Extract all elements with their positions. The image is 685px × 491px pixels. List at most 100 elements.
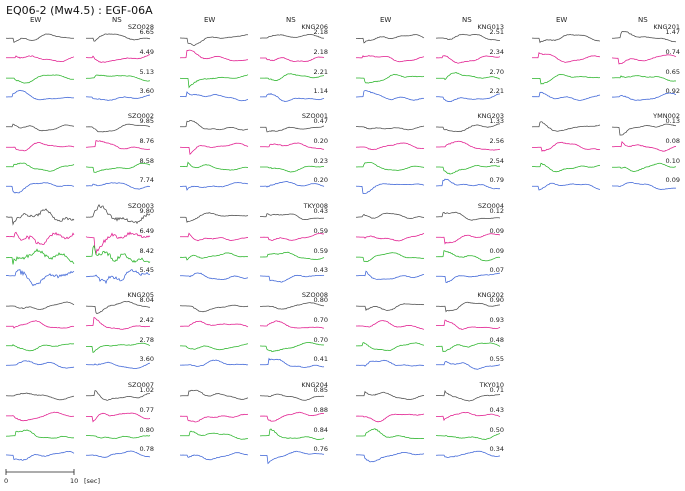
station-block-szo002: 9.85 8.76 8.58 7.74 SZO002 [5, 112, 154, 194]
trace-ns [259, 274, 325, 283]
trace-ew [355, 142, 425, 151]
trace-ns [259, 232, 325, 242]
header-ns: NS [462, 16, 472, 24]
trace-ns [435, 178, 501, 190]
trace-ns [436, 342, 501, 353]
amplitude-value: 0.84 [314, 426, 328, 434]
trace-ew [356, 428, 425, 439]
trace-ew [355, 125, 425, 131]
amplitude-value: 2.56 [490, 137, 504, 145]
trace-ns [436, 360, 500, 370]
trace-ew [6, 301, 75, 310]
amplitude-value: 0.92 [666, 87, 680, 95]
trace-ns [611, 92, 676, 101]
trace-ns [85, 269, 151, 285]
trace-ew [5, 360, 75, 369]
trace-ew [180, 343, 249, 351]
amplitude-value: 6.65 [140, 28, 154, 36]
trace-ns [435, 319, 501, 331]
trace-ew [5, 451, 75, 461]
trace-ew [6, 55, 75, 62]
trace-ns [260, 165, 325, 173]
trace-ns [260, 428, 325, 441]
trace-ew [5, 248, 75, 265]
station-name: KNG202 [477, 291, 504, 299]
trace-ns [436, 71, 501, 81]
header-ew: EW [380, 16, 391, 24]
header-ns: NS [112, 16, 122, 24]
header-ns: NS [638, 16, 648, 24]
amplitude-value: 0.93 [490, 316, 504, 324]
trace-ew [5, 123, 75, 132]
trace-ns [86, 123, 151, 133]
station-block-kng204: 0.85 0.88 0.84 0.76 KNG204 [179, 381, 328, 465]
station-name: SZO004 [478, 202, 504, 210]
station-block-szo028: 6.65 4.49 5.13 3.60 SZO028 [5, 23, 154, 101]
trace-ew [180, 320, 249, 328]
trace-ew [6, 182, 75, 194]
amplitude-value: 8.58 [140, 157, 154, 165]
trace-ns [85, 74, 151, 82]
trace-ns [435, 55, 501, 64]
trace-ns [436, 301, 501, 313]
amplitude-value: 0.59 [314, 227, 328, 235]
amplitude-value: 1.02 [140, 386, 154, 394]
station-name: KNG206 [301, 23, 328, 31]
station-name: SZO007 [128, 381, 154, 389]
amplitude-value: 0.09 [490, 247, 504, 255]
trace-ew [180, 232, 249, 242]
trace-ew [356, 342, 425, 351]
amplitude-value: 0.65 [666, 68, 680, 76]
amplitude-value: 2.51 [490, 28, 504, 36]
amplitude-value: 0.43 [490, 406, 504, 414]
trace-ew [180, 34, 248, 47]
station-block-kng205: 8.04 2.42 2.78 3.60 KNG205 [5, 291, 154, 369]
trace-ns [260, 411, 325, 422]
time-axis-unit-label: [sec] [84, 477, 100, 485]
trace-ew [356, 270, 425, 280]
trace-ns [86, 140, 151, 150]
trace-ew [5, 429, 75, 439]
station-name: SZO002 [128, 112, 154, 120]
station-block-szo004: 0.12 0.09 0.09 0.07 SZO004 [355, 202, 504, 283]
trace-ns [260, 181, 325, 188]
station-name: YMN002 [652, 112, 680, 120]
trace-ew [6, 142, 75, 152]
trace-ns [260, 92, 325, 103]
station-name: KNG201 [653, 23, 680, 31]
trace-ns [86, 301, 151, 315]
trace-ns [86, 412, 151, 423]
amplitude-value: 0.10 [666, 157, 680, 165]
trace-ns [260, 142, 325, 150]
trace-ew [6, 33, 74, 44]
trace-ns [260, 251, 325, 260]
station-name: SZO008 [302, 291, 328, 299]
trace-ns [260, 302, 325, 310]
amplitude-value: 2.54 [490, 157, 504, 165]
amplitude-value: 1.14 [314, 87, 328, 95]
trace-ew [356, 252, 425, 263]
trace-ns [611, 54, 677, 65]
trace-ns [436, 272, 501, 283]
trace-ns [436, 233, 501, 245]
trace-ns [612, 123, 677, 136]
trace-ns [86, 33, 151, 42]
amplitude-value: 0.12 [490, 207, 504, 215]
trace-ew [179, 389, 249, 400]
amplitude-value: 0.59 [314, 247, 328, 255]
amplitude-value: 0.48 [490, 336, 504, 344]
trace-ew [531, 121, 601, 132]
station-name: SZO003 [128, 202, 154, 210]
trace-ew [179, 272, 249, 280]
trace-ew [531, 91, 601, 101]
trace-ew [356, 55, 425, 63]
station-name: KNG205 [127, 291, 154, 299]
trace-ew [180, 91, 249, 102]
trace-ns [85, 94, 151, 101]
trace-ew [179, 452, 249, 461]
amplitude-value: 3.60 [140, 87, 154, 95]
amplitude-value: 0.70 [314, 336, 328, 344]
trace-ew [6, 162, 75, 172]
station-block-kng203: 1.33 2.56 2.54 0.79 KNG203 [355, 112, 504, 194]
